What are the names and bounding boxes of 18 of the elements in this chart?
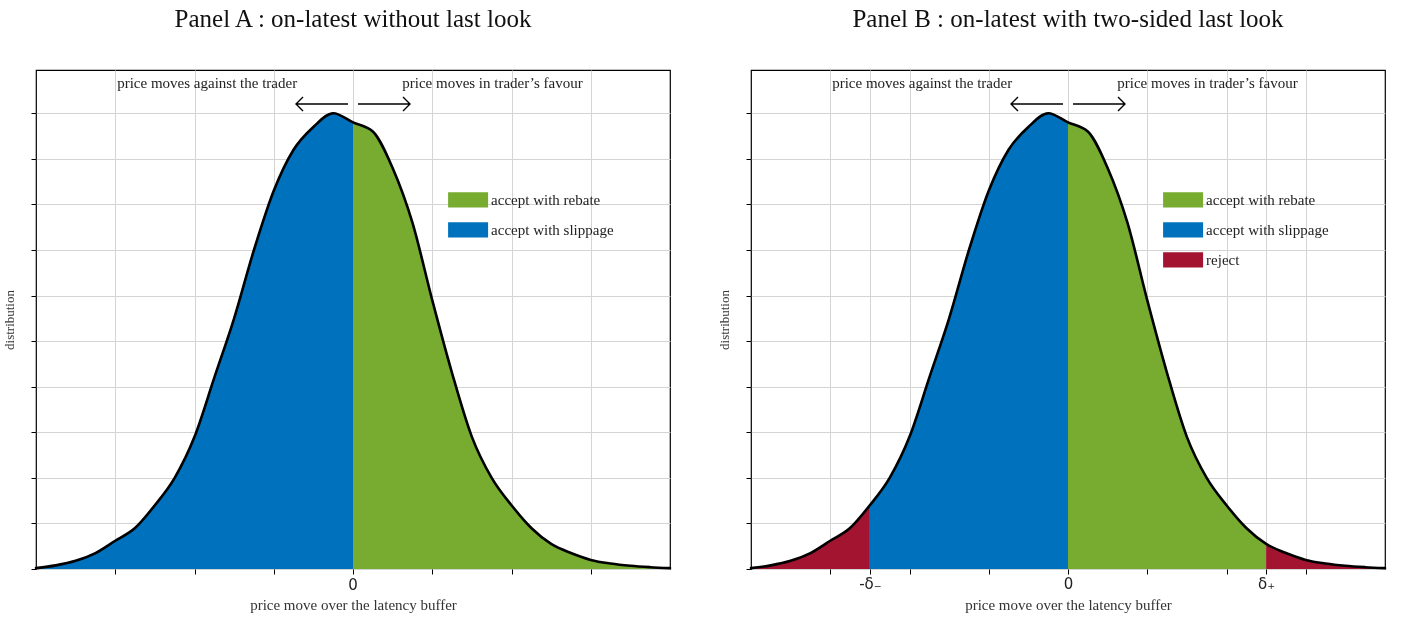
x-tick-label: δ₊: [1258, 574, 1276, 593]
x-axis-title: price move over the latency buffer: [965, 596, 1172, 613]
x-tick-label: 0: [1063, 574, 1074, 593]
legend-label: accept with rebate: [491, 191, 601, 208]
x-tick-label: -δ₋: [859, 574, 882, 593]
legend-label: reject: [1206, 251, 1241, 268]
legend-label: accept with slippage: [491, 221, 614, 238]
text: price moves in trader’s favour: [1117, 75, 1298, 91]
text: price moves against the trader: [117, 75, 298, 91]
y-axis-title: distribution: [717, 289, 732, 350]
legend-label: accept with slippage: [1206, 221, 1329, 238]
text: price moves in trader’s favour: [402, 75, 583, 91]
y-axis-title: distribution: [2, 289, 17, 350]
chart-title: Panel A : on-latest without last look: [174, 5, 532, 32]
legend-label: accept with rebate: [1206, 191, 1316, 208]
x-axis-title: price move over the latency buffer: [250, 596, 457, 613]
text: price moves against the trader: [832, 75, 1013, 91]
chart-title: Panel B : on-latest with two-sided last look: [852, 5, 1285, 32]
